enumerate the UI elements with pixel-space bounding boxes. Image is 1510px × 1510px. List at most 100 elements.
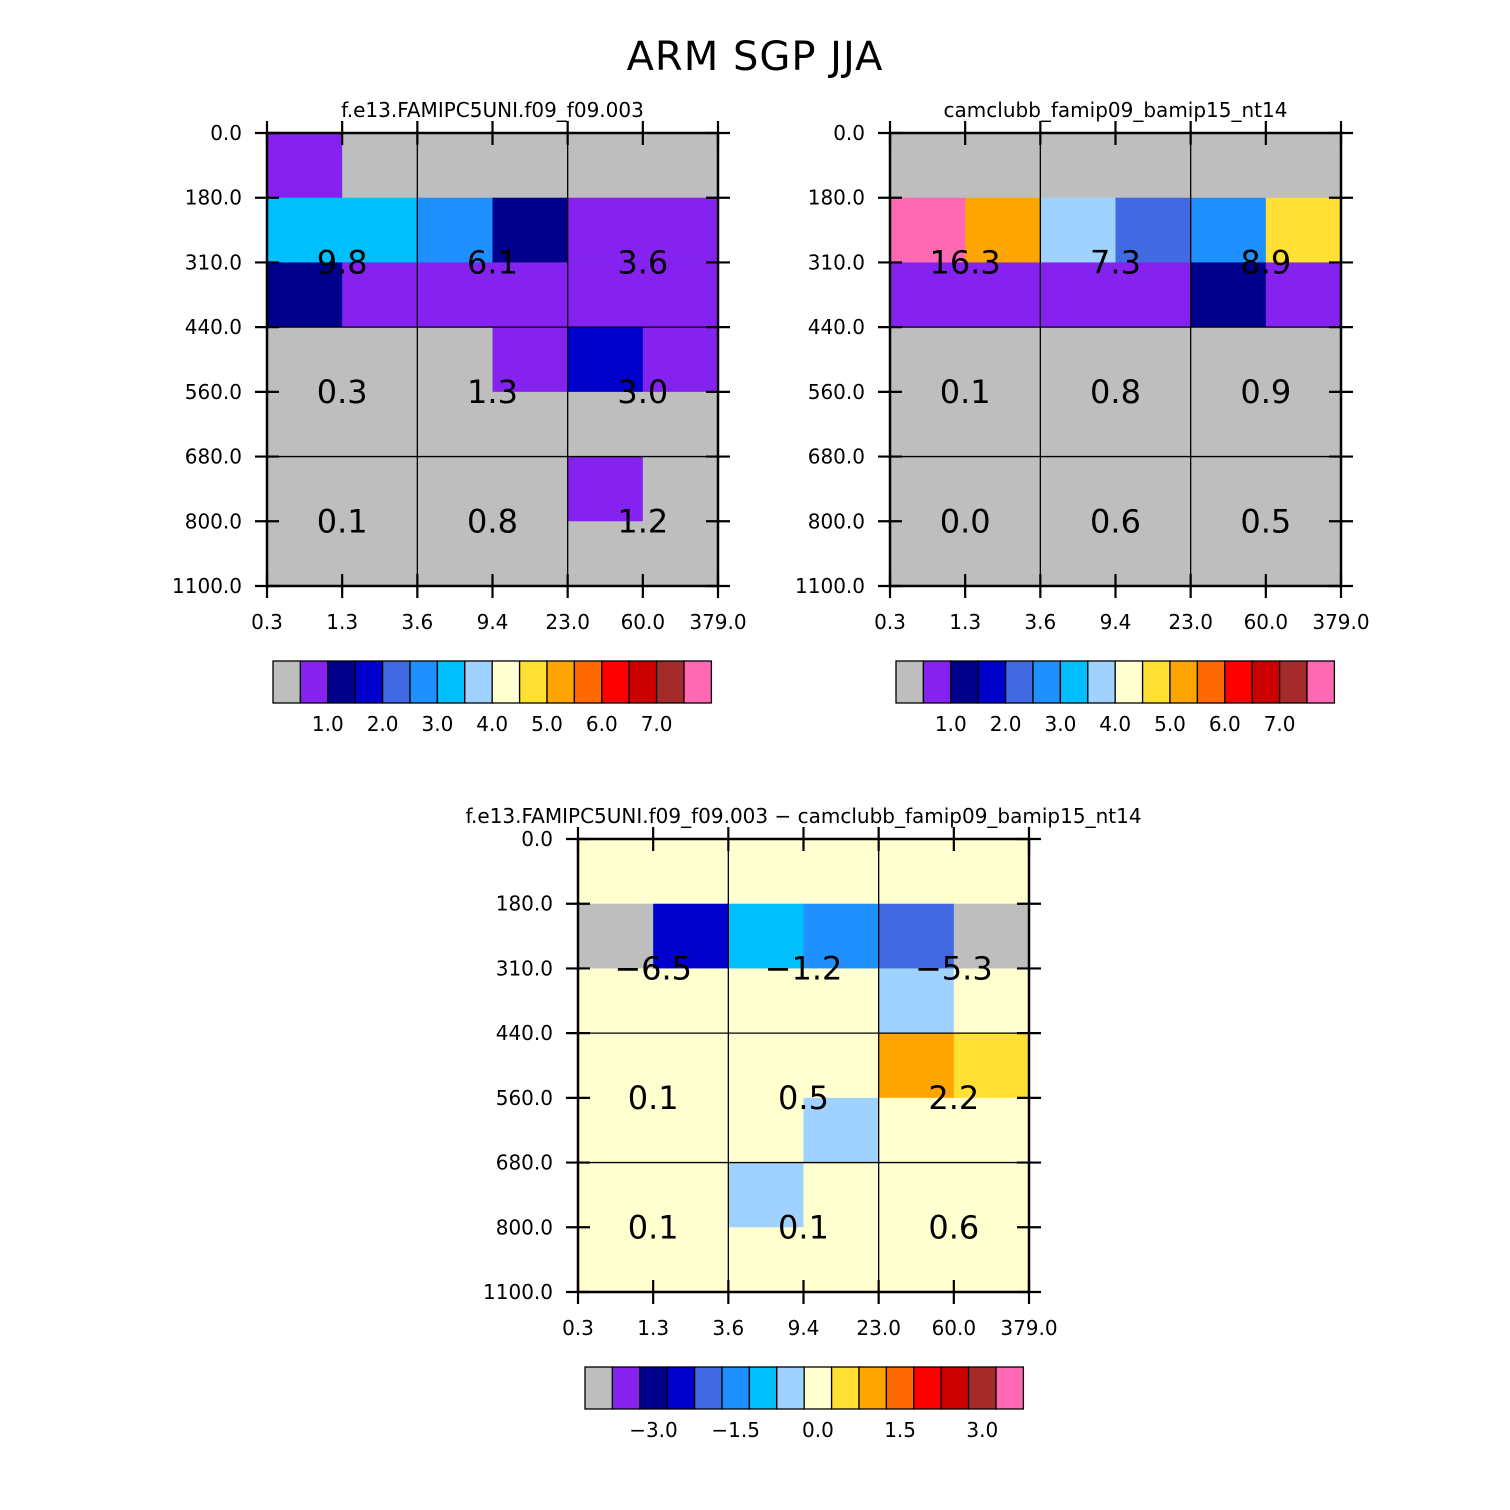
heatmap-cell — [1040, 133, 1117, 199]
colorbar-swatch — [601, 660, 630, 704]
heatmap-cell — [728, 1097, 805, 1164]
heatmap-cell — [567, 327, 644, 393]
box-value-label: 0.8 — [1090, 373, 1141, 411]
box-value-label: −1.2 — [765, 949, 843, 987]
x-tick-label: 3.6 — [401, 610, 433, 634]
figure-title: ARM SGP JJA — [627, 34, 884, 80]
colorbar-label: 3.0 — [966, 1418, 998, 1442]
heatmap-cell — [492, 133, 569, 199]
x-tick-label: 1.3 — [949, 610, 981, 634]
heatmap-cell — [1040, 262, 1117, 328]
y-tick-label: 560.0 — [185, 380, 242, 404]
heatmap-cell — [890, 456, 966, 522]
y-tick-label: 440.0 — [185, 315, 242, 339]
colorbar-swatch — [436, 660, 466, 704]
heatmap-cell — [953, 1227, 1030, 1293]
y-tick-label: 310.0 — [808, 250, 865, 274]
heatmap-cell — [417, 327, 494, 393]
y-tick-label: 0.0 — [833, 121, 865, 145]
box-value-label: 0.1 — [940, 373, 991, 411]
colorbar-swatch — [546, 660, 576, 704]
heatmap-cell — [653, 968, 729, 1034]
y-tick-label: 180.0 — [185, 186, 242, 210]
heatmap-cell — [803, 839, 880, 905]
y-tick-label: 0.0 — [521, 827, 553, 851]
heatmap-cell — [803, 903, 880, 970]
x-tick-label: 60.0 — [932, 1316, 977, 1340]
heatmap-cell — [803, 1227, 880, 1293]
y-tick-label: 680.0 — [496, 1151, 553, 1175]
heatmap-cell — [803, 1033, 880, 1099]
heatmap-cell — [803, 1097, 880, 1164]
heatmap-cell — [1115, 521, 1192, 587]
colorbar-swatch — [858, 1366, 888, 1410]
x-tick-label: 1.3 — [326, 610, 358, 634]
heatmap-cell — [492, 197, 569, 264]
colorbar-swatch — [299, 660, 329, 704]
colorbar-label: 2.0 — [990, 712, 1022, 736]
heatmap-cell — [642, 262, 719, 328]
heatmap-cell — [567, 197, 644, 264]
heatmap-cell — [567, 391, 644, 458]
colorbar-swatch — [381, 660, 411, 704]
x-tick-label: 9.4 — [477, 610, 509, 634]
heatmap-cell — [878, 1033, 955, 1099]
box-value-label: 1.3 — [467, 373, 518, 411]
colorbar-swatch — [721, 1366, 751, 1410]
heatmap-cell — [417, 391, 494, 458]
colorbar-swatch — [830, 1366, 860, 1410]
y-tick-label: 0.0 — [210, 121, 242, 145]
x-tick-label: 9.4 — [788, 1316, 820, 1340]
heatmap-cell — [1040, 327, 1117, 393]
box-value-label: 0.1 — [778, 1208, 829, 1246]
heatmap-cell — [1265, 456, 1342, 522]
colorbar-swatch — [611, 1366, 641, 1410]
heatmap-cell — [1265, 133, 1342, 199]
heatmap-cell — [342, 391, 418, 458]
heatmap-cell — [1265, 262, 1342, 328]
colorbar-label: −3.0 — [629, 1418, 678, 1442]
x-tick-label: 3.6 — [1024, 610, 1056, 634]
heatmap-cell — [890, 133, 966, 199]
heatmap-cell — [653, 1033, 729, 1099]
heatmap-cell — [1190, 327, 1267, 393]
heatmap-cell — [417, 197, 494, 264]
heatmap-cell — [342, 521, 418, 587]
heatmap-cell — [1265, 327, 1342, 393]
colorbar-label: 4.0 — [476, 712, 508, 736]
heatmap-cell — [267, 133, 343, 199]
heatmap-cell — [492, 456, 569, 522]
heatmap-cell — [417, 262, 494, 328]
colorbar-label: 0.0 — [802, 1418, 834, 1442]
heatmap-cell — [342, 327, 418, 393]
x-tick-label: 379.0 — [689, 610, 746, 634]
colorbar-swatch — [573, 660, 603, 704]
heatmap-cell — [578, 839, 654, 905]
heatmap-cell — [890, 327, 966, 393]
heatmap-cell — [953, 903, 1030, 970]
colorbar-swatch — [409, 660, 439, 704]
box-value-label: 0.5 — [1240, 502, 1291, 540]
colorbar-swatch — [995, 1366, 1025, 1410]
colorbar-label: 6.0 — [1209, 712, 1241, 736]
colorbar-swatch — [913, 1366, 942, 1410]
heatmap-cell — [728, 1033, 805, 1099]
heatmap-cell — [953, 968, 1030, 1034]
heatmap-cell — [965, 197, 1041, 264]
heatmap-cell — [965, 456, 1041, 522]
panel-2: camclubb_famip09_bamip15_nt14 16.3 7.3 8.9 0… — [795, 98, 1370, 736]
colorbar-swatch — [327, 660, 356, 704]
x-tick-label: 1.3 — [637, 1316, 669, 1340]
colorbar-swatch — [940, 1366, 970, 1410]
heatmap-cell — [1190, 197, 1267, 264]
heatmap-cell — [890, 521, 966, 587]
heatmap-cell — [965, 391, 1041, 458]
heatmap-cell — [417, 456, 494, 522]
heatmap-cell — [342, 133, 418, 199]
colorbar-swatch — [977, 660, 1007, 704]
x-tick-label: 0.3 — [874, 610, 906, 634]
y-tick-label: 310.0 — [185, 250, 242, 274]
heatmap-cell — [642, 521, 719, 587]
colorbar-label: 4.0 — [1099, 712, 1131, 736]
heatmap-cell — [953, 1097, 1030, 1164]
